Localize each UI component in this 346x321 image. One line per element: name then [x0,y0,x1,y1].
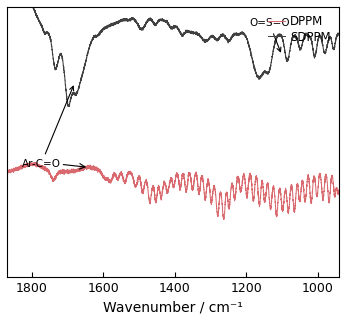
DPPM [89,166,93,169]
SDPPM [64,87,68,91]
Text: O=S=O: O=S=O [249,19,290,52]
Line: DPPM: DPPM [7,162,339,220]
SDPPM [277,33,281,37]
SDPPM [89,41,93,45]
DPPM [33,160,37,164]
SDPPM [66,104,71,108]
DPPM [121,177,125,181]
Text: Ar-C=O: Ar-C=O [21,86,74,169]
SDPPM [210,34,214,38]
SDPPM [138,27,142,31]
DPPM [64,170,68,174]
SDPPM [337,32,341,36]
DPPM [277,191,281,195]
DPPM [222,218,226,221]
DPPM [210,196,214,200]
Line: SDPPM: SDPPM [7,0,339,106]
DPPM [138,178,142,181]
Legend: DPPM, SDPPM: DPPM, SDPPM [265,13,333,46]
X-axis label: Wavenumber / cm⁻¹: Wavenumber / cm⁻¹ [103,300,243,314]
DPPM [5,169,9,172]
SDPPM [121,19,125,22]
DPPM [337,188,341,192]
